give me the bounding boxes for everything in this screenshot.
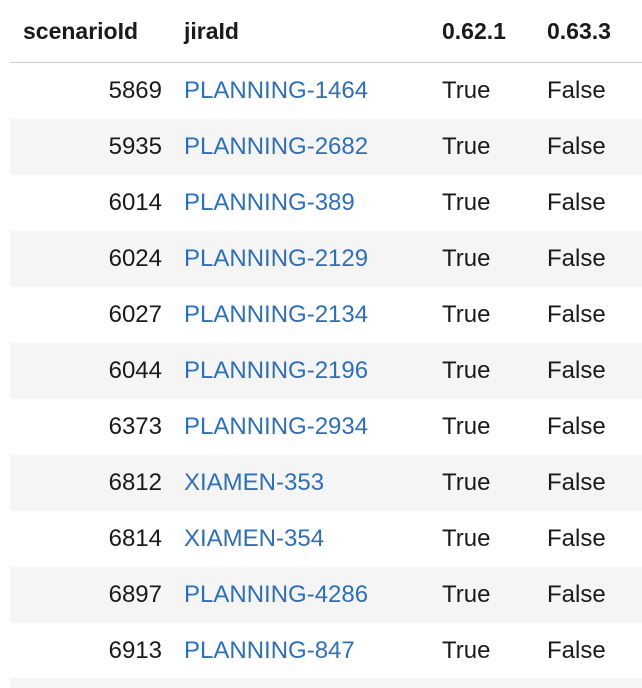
table-row: 6027 PLANNING-2134 True False	[10, 287, 642, 343]
scenario-id-cell: 6027	[108, 300, 162, 328]
jira-issue-link[interactable]: XIAMEN-353	[184, 468, 325, 496]
jira-issue-link[interactable]: PLANNING-2934	[184, 412, 369, 440]
jira-issue-link[interactable]: PLANNING-389	[184, 188, 355, 216]
jira-id-cell: PLANNING-2196	[172, 343, 430, 399]
jira-id-cell: PLANNING-847	[172, 623, 430, 679]
jira-id-cell: PLANNING-2682	[172, 119, 430, 175]
jira-issue-link[interactable]: PLANNING-4286	[184, 580, 369, 608]
jira-id-cell: PLANNING-389	[172, 175, 430, 231]
version-0-62-1-cell: True	[442, 188, 491, 216]
column-header-scenarioid: scenarioId	[10, 0, 172, 63]
table-row: 6812 XIAMEN-353 True False	[10, 454, 642, 511]
scenario-id-cell: 6814	[108, 524, 162, 552]
version-0-62-1-cell: True	[442, 524, 491, 552]
scenario-id-cell: 6373	[108, 412, 162, 440]
table-body: 5869 PLANNING-1464 True False 5935 PLANNING-2…	[10, 63, 642, 679]
table-row: 6897 PLANNING-4286 True False	[10, 566, 642, 623]
scenario-id-cell: 6014	[108, 188, 162, 216]
jira-id-cell: PLANNING-2134	[172, 287, 430, 343]
jira-issue-link[interactable]: PLANNING-2196	[184, 356, 369, 384]
jira-id-cell: XIAMEN-354	[172, 511, 430, 567]
jira-id-cell: PLANNING-4286	[172, 567, 430, 623]
version-0-63-3-cell: False	[547, 356, 606, 384]
version-0-62-1-cell: True	[442, 468, 491, 496]
scenario-id-cell: 6024	[108, 244, 162, 272]
version-0-62-1-cell: True	[442, 580, 491, 608]
table-row: 5935 PLANNING-2682 True False	[10, 118, 642, 175]
header-row: scenarioId jiraId 0.62.1 0.63.3	[10, 0, 642, 63]
version-0-62-1-cell: True	[442, 412, 491, 440]
jira-issue-link[interactable]: PLANNING-2682	[184, 132, 369, 160]
scenario-id-cell: 6913	[108, 636, 162, 664]
column-header-version-0-62-1: 0.62.1	[430, 0, 534, 63]
version-0-63-3-cell: False	[547, 636, 606, 664]
version-0-62-1-cell: True	[442, 300, 491, 328]
version-0-62-1-cell: True	[442, 636, 491, 664]
jira-issue-link[interactable]: PLANNING-1464	[184, 76, 369, 104]
column-header-jiraid: jiraId	[172, 0, 430, 63]
version-0-63-3-cell: False	[547, 580, 606, 608]
version-0-62-1-cell: True	[442, 356, 491, 384]
version-0-63-3-cell: False	[547, 300, 606, 328]
scenario-id-cell: 6897	[108, 580, 162, 608]
table-row: 5869 PLANNING-1464 True False	[10, 63, 642, 119]
version-0-63-3-cell: False	[547, 188, 606, 216]
table-row: 6913 PLANNING-847 True False	[10, 623, 642, 679]
version-0-62-1-cell: True	[442, 76, 491, 104]
jira-id-cell: PLANNING-2129	[172, 231, 430, 287]
jira-id-cell: XIAMEN-353	[172, 455, 430, 511]
table-row: 6814 XIAMEN-354 True False	[10, 511, 642, 567]
jira-issue-link[interactable]: PLANNING-2129	[184, 244, 369, 272]
table-row: 6373 PLANNING-2934 True False	[10, 399, 642, 455]
version-0-63-3-cell: False	[547, 524, 606, 552]
scenario-id-cell: 5869	[108, 76, 162, 104]
scenario-id-cell: 6044	[108, 356, 162, 384]
table-row: 6024 PLANNING-2129 True False	[10, 230, 642, 287]
jira-id-cell: PLANNING-1464	[172, 63, 430, 119]
version-0-63-3-cell: False	[547, 76, 606, 104]
table-row: 6014 PLANNING-389 True False	[10, 175, 642, 231]
table-row: 6044 PLANNING-2196 True False	[10, 342, 642, 399]
scenario-id-cell: 5935	[108, 132, 162, 160]
column-header-version-0-63-3: 0.63.3	[534, 0, 642, 63]
version-0-62-1-cell: True	[442, 244, 491, 272]
version-0-63-3-cell: False	[547, 412, 606, 440]
version-0-63-3-cell: False	[547, 244, 606, 272]
table-row-partial	[10, 678, 642, 688]
jira-issue-link[interactable]: XIAMEN-354	[184, 524, 325, 552]
dataframe-table: scenarioId jiraId 0.62.1 0.63.3 5869 PLAN…	[10, 0, 642, 679]
jira-issue-link[interactable]: PLANNING-2134	[184, 300, 369, 328]
jira-id-cell: PLANNING-2934	[172, 399, 430, 455]
version-0-62-1-cell: True	[442, 132, 491, 160]
scenario-id-cell: 6812	[108, 468, 162, 496]
jira-issue-link[interactable]: PLANNING-847	[184, 636, 355, 664]
version-0-63-3-cell: False	[547, 468, 606, 496]
table-header: scenarioId jiraId 0.62.1 0.63.3	[10, 0, 642, 63]
version-0-63-3-cell: False	[547, 132, 606, 160]
